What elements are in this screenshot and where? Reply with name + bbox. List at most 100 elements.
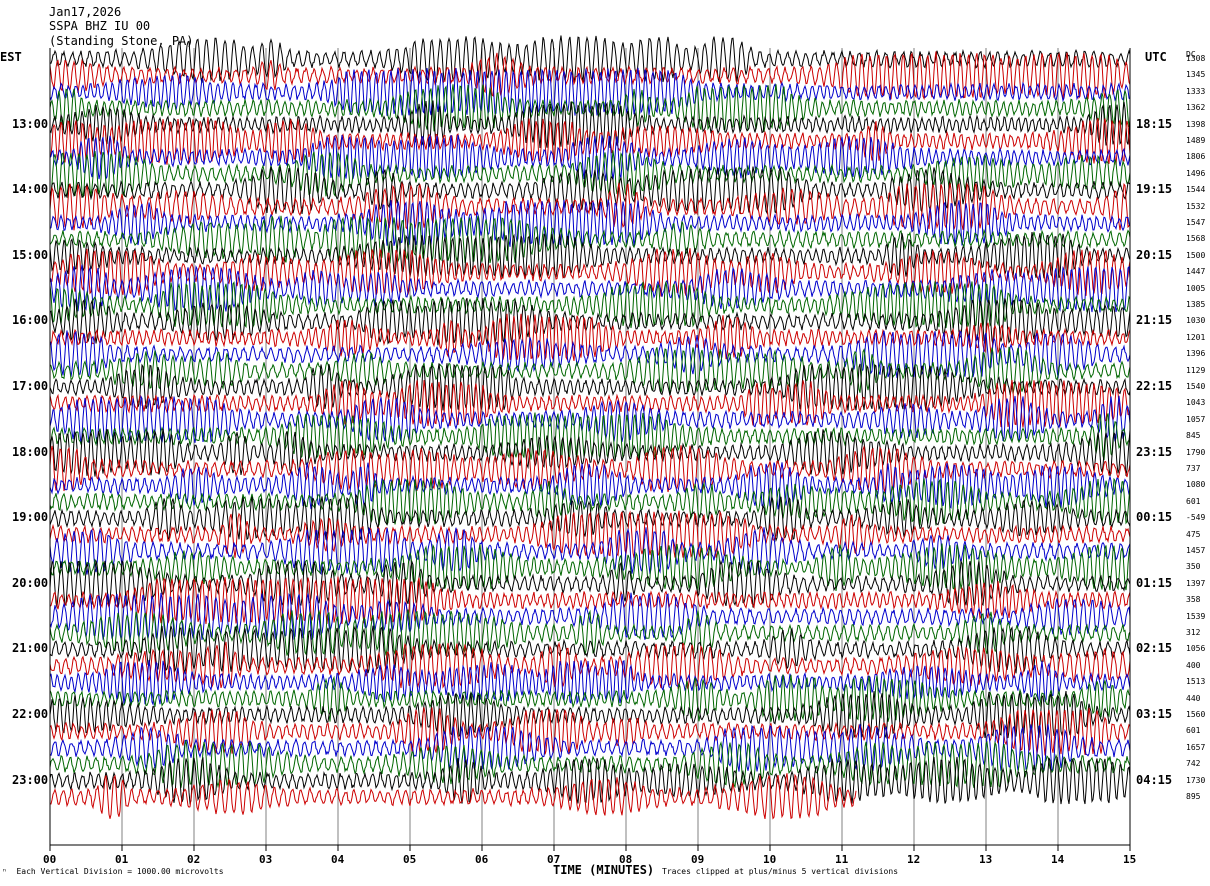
dc-offset-label: 1513 [1186,677,1206,687]
left-hour-label: 22:00 [12,707,49,721]
dc-offset-label: 1547 [1186,218,1206,227]
trace-row-23 [49,412,1131,461]
trace-row-29 [49,510,1131,560]
dc-offset-label: 1398 [1186,119,1206,129]
dc-offset-label: 1397 [1186,578,1206,588]
x-tick-label: 10 [763,853,777,866]
dc-offset-label: 1385 [1186,300,1206,309]
trace-row-24 [49,428,1131,477]
dc-offset-label: 1396 [1186,349,1206,359]
dc-offset-label: 1201 [1186,332,1206,342]
trace-row-25 [49,444,1131,493]
x-tick-label: 12 [907,853,921,866]
trace-row-41 [49,707,1131,756]
dc-offset-label: 601 [1186,726,1201,736]
trace-row-28 [49,493,1131,543]
trace-row-39 [49,674,1131,722]
x-tick-label: 04 [331,853,345,866]
dc-offset-label: 1544 [1186,185,1206,195]
dc-offset-label: 1496 [1186,168,1206,178]
dc-offset-label: 1500 [1186,250,1206,260]
right-hour-label: 21:15 [1136,313,1173,328]
trace-row-3 [49,84,1131,132]
dc-offset-label: 845 [1186,431,1201,441]
x-tick-label: 00 [43,853,57,866]
x-tick-label: 02 [187,853,201,866]
x-axis-title: TIME (MINUTES) [553,863,655,877]
x-tick-label: 15 [1123,853,1137,866]
left-timezone-label: EST [0,50,22,64]
trace-row-9 [49,181,1131,231]
trace-row-20 [49,363,1131,411]
trace-row-35 [49,609,1131,656]
right-hour-label: 18:15 [1136,116,1173,131]
right-hour-label: 19:15 [1136,182,1173,197]
x-tick-label: 05 [403,853,417,866]
trace-row-5 [49,116,1131,165]
dc-offset-label: 1057 [1186,414,1206,424]
left-hour-label: 16:00 [12,313,49,328]
dc-offset-label: 1043 [1186,398,1206,408]
dc-offset-label: 1080 [1186,480,1206,490]
dc-offset-label: 1345 [1186,70,1206,80]
dc-offset-label: 1532 [1186,201,1206,211]
dc-offset-label: 1333 [1186,86,1206,96]
dc-offset-label: 1657 [1186,742,1206,752]
left-hour-label: 20:00 [12,575,49,590]
seismic-traces [49,35,1131,820]
station-label: SSPA BHZ IU 00 [49,19,151,33]
right-hour-label: 22:15 [1136,379,1173,393]
trace-row-14 [49,264,1131,313]
dc-offset-label: 1056 [1186,644,1206,654]
x-tick-label: 11 [835,853,849,866]
x-tick-label: 03 [259,853,273,866]
dc-offset-label: 1806 [1186,152,1206,162]
left-hour-label: 15:00 [12,247,49,262]
dc-offset-label: 1308 [1186,54,1206,63]
right-hour-label: 03:15 [1136,707,1173,721]
date-label: Jan17,2026 [49,5,122,19]
x-tick-label: 14 [1051,853,1065,866]
trace-row-1 [49,51,1131,101]
dc-offset-label: 1540 [1186,382,1206,391]
right-hour-label: 23:15 [1136,444,1173,459]
left-hour-label: 17:00 [12,379,49,393]
trace-row-36 [49,625,1131,674]
trace-row-32 [49,559,1131,608]
trace-row-19 [49,346,1131,394]
dc-offset-label: 1030 [1186,316,1206,326]
right-hour-label: 04:15 [1136,772,1173,787]
x-tick-label: 13 [979,853,993,866]
trace-row-16 [49,297,1131,346]
left-hour-label: 19:00 [12,510,49,525]
left-hour-label: 14:00 [12,182,49,197]
scale-note: ⁿ Each Vertical Division = 1000.00 micro… [2,867,224,876]
x-tick-label: 01 [115,853,129,866]
dc-offset-label: 1560 [1186,710,1206,719]
trace-row-13 [49,247,1131,297]
dc-offset-label: 1790 [1186,447,1206,457]
trace-row-12 [49,232,1131,280]
dc-offset-label: 475 [1186,529,1201,539]
dc-offset-label: 742 [1186,759,1201,769]
trace-row-21 [49,379,1131,428]
trace-row-2 [49,67,1131,116]
dc-offset-label: 1457 [1186,546,1206,555]
dc-offset-label: 737 [1186,464,1201,473]
left-hour-label: 21:00 [12,641,49,656]
plot-frame [49,48,1131,851]
dc-offset-label: 1539 [1186,611,1206,621]
trace-row-18 [49,330,1131,379]
trace-row-33 [49,576,1131,625]
x-tick-label: 09 [691,853,705,866]
dc-offset-label: 1447 [1186,267,1206,277]
left-hour-label: 23:00 [12,772,49,787]
dc-offset-label: 440 [1186,693,1201,703]
dc-offset-label: 1362 [1186,103,1206,113]
dc-offset-label: 1005 [1186,283,1206,293]
right-hour-label: 20:15 [1136,247,1173,262]
right-hour-label: 02:15 [1136,641,1173,656]
trace-row-27 [49,477,1131,526]
right-hour-label: 01:15 [1136,575,1173,590]
trace-row-17 [49,313,1131,361]
